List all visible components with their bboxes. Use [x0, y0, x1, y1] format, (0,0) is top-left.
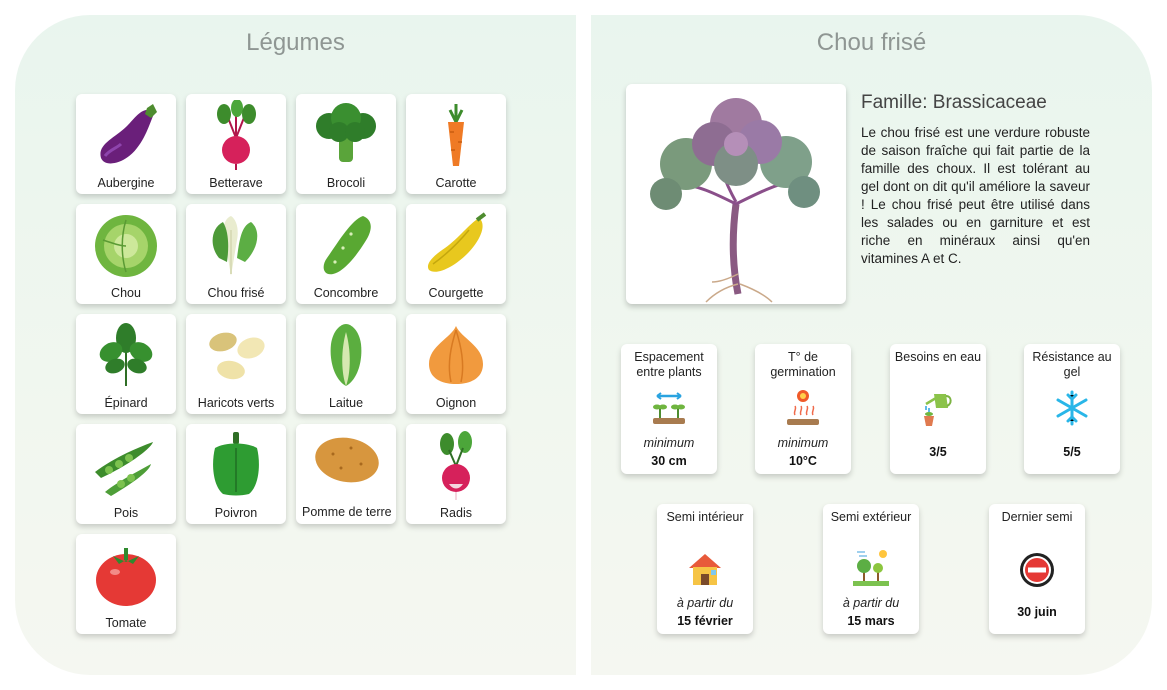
vegetable-label: Aubergine [97, 176, 155, 190]
vegetable-card-aubergine[interactable]: Aubergine [76, 94, 176, 194]
vegetable-card-haricots-verts[interactable]: Haricots verts [186, 314, 286, 414]
spacing-icon [653, 392, 685, 424]
no-entry-icon [1020, 553, 1054, 587]
tomato-icon [96, 548, 156, 606]
vegetable-description: Le chou frisé est une verdure robuste de… [861, 125, 1090, 266]
vegetable-card-pois[interactable]: Pois [76, 424, 176, 524]
card-sub: minimum [643, 436, 695, 450]
vegetable-label: Pois [113, 506, 139, 520]
outdoor-sowing-card: Semi extérieur à partir du 15 mars [823, 504, 919, 634]
germination-card: T° de germination minimum 10°C [755, 344, 851, 474]
vegetable-card-laitue[interactable]: Laitue [296, 314, 396, 414]
eggplant-icon [100, 104, 157, 164]
vegetable-label: Brocoli [326, 176, 366, 190]
carrot-icon [448, 104, 464, 166]
vegetable-detail-panel: Chou frisé Famille: Brassicaceae Le chou… [591, 15, 1152, 675]
cucumber-icon [323, 216, 371, 275]
card-title: T° de germination [770, 350, 836, 379]
vegetable-label: Oignon [435, 396, 477, 410]
vegetable-card-poivron[interactable]: Poivron [186, 424, 286, 524]
garden-icon [853, 550, 889, 586]
radish-icon [440, 431, 472, 500]
card-title: Besoins en eau [894, 350, 982, 364]
card-title: Dernier semi [1001, 510, 1073, 524]
vegetable-card-chou-frise[interactable]: Chou frisé [186, 204, 286, 304]
vegetable-label: Chou [111, 286, 141, 300]
vegetable-card-radis[interactable]: Radis [406, 424, 506, 524]
house-icon [689, 554, 721, 585]
vegetable-label: Carotte [435, 176, 477, 190]
card-sub: minimum [777, 436, 829, 450]
vegetable-label: Tomate [105, 616, 147, 630]
frost-resistance-card: Résistance au gel 5/5 [1024, 344, 1120, 474]
snowflake-icon [1056, 390, 1088, 426]
water-needs-card: Besoins en eau 3/5 [890, 344, 986, 474]
vegetable-family: Famille: Brassicaceae [861, 92, 1047, 113]
vegetable-card-betterave[interactable]: Betterave [186, 94, 286, 194]
card-value: 15 mars [847, 614, 895, 628]
card-title: Résistance au gel [1032, 350, 1112, 379]
vegetable-card-oignon[interactable]: Oignon [406, 314, 506, 414]
lettuce-icon [330, 324, 362, 386]
heat-icon [787, 390, 819, 425]
vegetable-label: Haricots verts [197, 396, 275, 410]
panel-title: Chou frisé [816, 29, 927, 56]
card-sub: à partir du [842, 596, 900, 610]
beans-icon [209, 332, 265, 380]
card-value: 3/5 [929, 445, 947, 459]
pepper-icon [213, 432, 259, 496]
spacing-card: Espacement entre plants minimum 30 cm [621, 344, 717, 474]
spinach-icon [99, 323, 153, 386]
peas-icon [95, 442, 153, 496]
vegetable-card-courgette[interactable]: Courgette [406, 204, 506, 304]
card-value: 15 février [677, 614, 733, 628]
card-title: Semi intérieur [666, 510, 744, 524]
kale-plant-image [650, 98, 820, 303]
vegetable-label: Betterave [209, 176, 263, 190]
kale-icon [212, 216, 258, 276]
vegetable-photo [626, 84, 846, 304]
card-value: 30 juin [1017, 605, 1057, 619]
vegetable-label: Laitue [328, 396, 364, 410]
vegetable-card-pomme-de-terre[interactable]: Pomme de terre [296, 424, 396, 524]
card-title: Semi extérieur [830, 510, 912, 524]
card-value: 5/5 [1063, 445, 1081, 459]
vegetable-card-tomate[interactable]: Tomate [76, 534, 176, 634]
last-sowing-card: Dernier semi 30 juin [989, 504, 1085, 634]
watering-can-icon [924, 394, 952, 426]
indoor-sowing-card: Semi intérieur à partir du 15 février [657, 504, 753, 634]
vegetable-card-carotte[interactable]: Carotte [406, 94, 506, 194]
card-value: 10°C [789, 454, 817, 468]
vegetable-label: Radis [440, 506, 472, 520]
vegetable-card-chou[interactable]: Chou [76, 204, 176, 304]
vegetable-label: Pomme de terre [302, 505, 392, 519]
vegetable-card-brocoli[interactable]: Brocoli [296, 94, 396, 194]
vegetable-label: Épinard [104, 396, 148, 410]
vegetable-label: Chou frisé [207, 286, 265, 300]
vegetables-panel: Légumes Aubergine Betterave [15, 15, 576, 675]
beet-icon [217, 100, 256, 170]
vegetable-card-concombre[interactable]: Concombre [296, 204, 396, 304]
cabbage-icon [95, 215, 157, 277]
vegetable-label: Poivron [214, 506, 258, 520]
card-sub: à partir du [676, 596, 734, 610]
vegetable-card-epinard[interactable]: Épinard [76, 314, 176, 414]
vegetable-label: Courgette [428, 286, 484, 300]
onion-icon [429, 326, 483, 384]
panel-title: Légumes [246, 29, 345, 56]
potato-icon [315, 437, 379, 483]
card-value: 30 cm [651, 454, 687, 468]
zucchini-icon [427, 212, 487, 272]
vegetable-label: Concombre [313, 286, 379, 300]
card-title: Espacement entre plants [634, 350, 704, 379]
broccoli-icon [316, 103, 376, 162]
